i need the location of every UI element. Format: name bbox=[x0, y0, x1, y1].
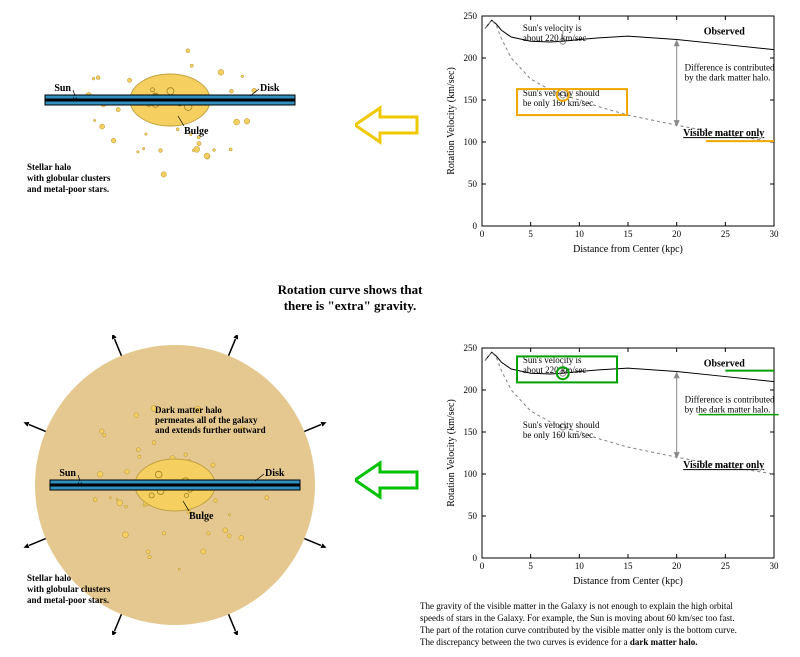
svg-text:50: 50 bbox=[468, 179, 478, 189]
svg-text:with globular clusters: with globular clusters bbox=[27, 173, 111, 183]
svg-text:Disk: Disk bbox=[265, 468, 285, 479]
svg-text:and metal-poor stars.: and metal-poor stars. bbox=[27, 595, 109, 605]
svg-text:Sun's velocity should: Sun's velocity should bbox=[523, 420, 600, 430]
svg-text:30: 30 bbox=[770, 561, 780, 571]
svg-text:Rotation Velocity (km/sec): Rotation Velocity (km/sec) bbox=[446, 67, 457, 175]
svg-text:Difference is contributed: Difference is contributed bbox=[685, 63, 775, 73]
svg-text:Distance from Center (kpc): Distance from Center (kpc) bbox=[573, 576, 683, 587]
svg-text:Observed: Observed bbox=[704, 358, 746, 369]
svg-text:Sun: Sun bbox=[59, 468, 76, 479]
svg-text:30: 30 bbox=[770, 229, 780, 239]
svg-text:15: 15 bbox=[624, 229, 634, 239]
svg-text:15: 15 bbox=[624, 561, 634, 571]
svg-text:250: 250 bbox=[464, 11, 478, 21]
svg-text:20: 20 bbox=[672, 229, 682, 239]
svg-text:10: 10 bbox=[575, 561, 585, 571]
svg-text:×: × bbox=[72, 95, 78, 106]
svg-text:Visible matter only: Visible matter only bbox=[683, 460, 764, 471]
svg-text:Sun's velocity is: Sun's velocity is bbox=[523, 23, 582, 33]
svg-text:Bulge: Bulge bbox=[184, 126, 209, 137]
svg-text:about 220 km/sec: about 220 km/sec bbox=[523, 33, 587, 43]
svg-text:150: 150 bbox=[464, 95, 478, 105]
svg-text:Observed: Observed bbox=[704, 26, 746, 37]
middle-caption: Rotation curve shows that there is "extr… bbox=[220, 282, 480, 315]
svg-text:Disk: Disk bbox=[260, 83, 280, 94]
svg-text:100: 100 bbox=[464, 469, 478, 479]
svg-text:Bulge: Bulge bbox=[189, 511, 214, 522]
svg-text:permeates all of the galaxy: permeates all of the galaxy bbox=[155, 415, 258, 425]
svg-text:0: 0 bbox=[473, 221, 478, 231]
svg-text:by the dark matter halo.: by the dark matter halo. bbox=[685, 405, 771, 415]
svg-text:0: 0 bbox=[473, 553, 478, 563]
svg-text:Rotation Velocity (km/sec): Rotation Velocity (km/sec) bbox=[446, 399, 457, 507]
svg-text:and metal-poor stars.: and metal-poor stars. bbox=[27, 184, 109, 194]
rotation-curve-chart-top: 0 5 10 15 20 25 30 0 50 100 150 200 250 Distance from… bbox=[440, 8, 785, 258]
svg-text:25: 25 bbox=[721, 561, 731, 571]
svg-text:100: 100 bbox=[464, 137, 478, 147]
svg-text:200: 200 bbox=[464, 53, 478, 63]
svg-text:250: 250 bbox=[464, 343, 478, 353]
svg-text:20: 20 bbox=[672, 561, 682, 571]
svg-text:Dark matter halo: Dark matter halo bbox=[155, 405, 222, 415]
svg-text:with globular clusters: with globular clusters bbox=[27, 584, 111, 594]
svg-text:Distance from Center (kpc): Distance from Center (kpc) bbox=[573, 244, 683, 255]
svg-text:by the dark matter halo.: by the dark matter halo. bbox=[685, 73, 771, 83]
svg-text:about 220 km/sec: about 220 km/sec bbox=[523, 365, 587, 375]
svg-text:150: 150 bbox=[464, 427, 478, 437]
rotation-curve-chart-bottom: 0 5 10 15 20 25 30 0 50 100 150 200 250 Distance from… bbox=[440, 340, 785, 590]
svg-text:Difference is contributed: Difference is contributed bbox=[685, 395, 775, 405]
footer-text: The gravity of the visible matter in the… bbox=[420, 600, 790, 649]
svg-text:be only 160 km/sec: be only 160 km/sec bbox=[523, 430, 593, 440]
svg-text:Stellar halo: Stellar halo bbox=[27, 573, 72, 583]
galaxy-visible-diagram: ×Sun Disk Bulge Stellar halowith globular c… bbox=[15, 40, 325, 220]
svg-text:Stellar halo: Stellar halo bbox=[27, 162, 72, 172]
svg-text:25: 25 bbox=[721, 229, 731, 239]
svg-text:5: 5 bbox=[528, 561, 533, 571]
svg-text:and extends further outward: and extends further outward bbox=[155, 425, 266, 435]
svg-text:0: 0 bbox=[480, 229, 485, 239]
svg-text:50: 50 bbox=[468, 511, 478, 521]
svg-text:Sun: Sun bbox=[54, 83, 71, 94]
svg-text:Visible matter only: Visible matter only bbox=[683, 128, 764, 139]
svg-text:5: 5 bbox=[528, 229, 533, 239]
galaxy-darkmatter-diagram: ×Sun Disk Bulge Stellar halowith globular c… bbox=[15, 335, 335, 635]
svg-text:200: 200 bbox=[464, 385, 478, 395]
svg-text:0: 0 bbox=[480, 561, 485, 571]
svg-text:10: 10 bbox=[575, 229, 585, 239]
arrow-bottom bbox=[355, 460, 420, 500]
arrow-top bbox=[355, 105, 420, 145]
svg-text:×: × bbox=[77, 480, 83, 491]
